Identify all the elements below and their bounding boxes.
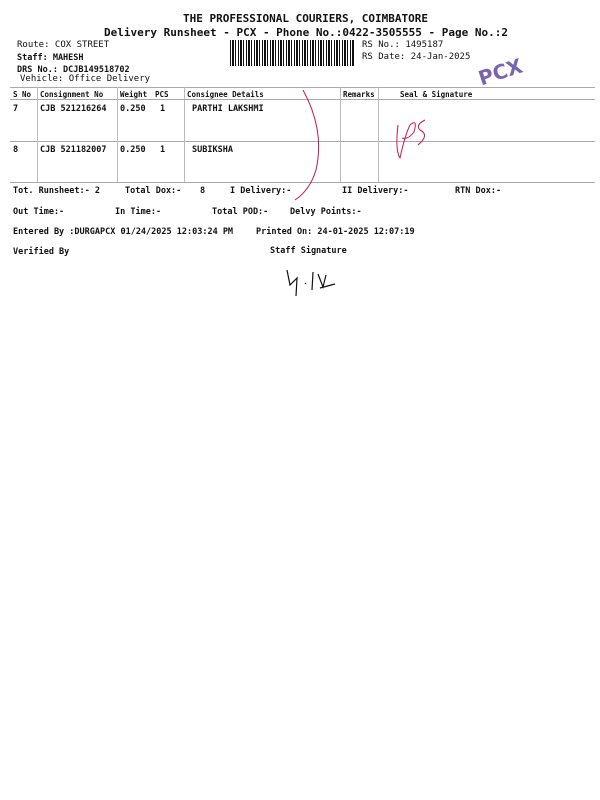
barcode xyxy=(230,40,355,66)
out-time: Out Time:- xyxy=(13,207,65,217)
row-pcs: 1 xyxy=(160,104,166,114)
col-divider xyxy=(37,87,38,182)
col-divider xyxy=(340,87,341,182)
col-sno: S No xyxy=(13,90,32,99)
recipient-signature xyxy=(396,119,426,160)
staff-signature-label: Staff Signature xyxy=(270,246,347,256)
table-bottom-line xyxy=(10,182,595,183)
col-divider xyxy=(117,87,118,182)
row-sno: 8 xyxy=(13,145,19,155)
verified-by: Verified By xyxy=(13,247,70,257)
in-time: In Time:- xyxy=(115,207,162,217)
total-dox-label: Total Dox:- xyxy=(125,186,182,196)
staff-signature-mark xyxy=(286,269,336,297)
rtn-dox: RTN Dox:- xyxy=(455,186,502,196)
table-top-line xyxy=(10,87,595,88)
i-delivery: I Delivery:- xyxy=(230,186,292,196)
col-remarks: Remarks xyxy=(343,90,375,99)
row-consignee: SUBIKSHA xyxy=(192,145,233,155)
row-line xyxy=(10,141,595,142)
row-weight: 0.250 xyxy=(120,145,146,155)
total-pod: Total POD:- xyxy=(212,207,269,217)
total-dox-value: 8 xyxy=(200,186,206,196)
row-pcs: 1 xyxy=(160,145,166,155)
document-subtitle: Delivery Runsheet - PCX - Phone No.:0422… xyxy=(104,26,508,39)
col-consignment: Consignment No xyxy=(40,90,104,99)
col-consignee: Consignee Details xyxy=(187,90,264,99)
row-sno: 7 xyxy=(13,104,19,114)
drs-no: DRS No.: DCJB149518702 xyxy=(17,65,130,75)
row-consignee: PARTHI LAKSHMI xyxy=(192,104,264,114)
col-divider xyxy=(184,87,185,182)
row-weight: 0.250 xyxy=(120,104,146,114)
row-consignment: CJB 521216264 xyxy=(40,104,107,114)
header-line xyxy=(10,99,595,100)
rs-date: RS Date: 24-Jan-2025 xyxy=(362,52,471,62)
printed-on: Printed On: 24-01-2025 12:07:19 xyxy=(256,227,415,237)
col-seal: Seal & Signature xyxy=(400,90,473,99)
row-consignment: CJB 521182007 xyxy=(40,145,107,155)
col-divider xyxy=(378,87,379,182)
delvy-points: Delvy Points:- xyxy=(290,207,362,217)
company-name: THE PROFESSIONAL COURIERS, COIMBATORE xyxy=(183,12,429,25)
tot-runsheet: Tot. Runsheet:- 2 xyxy=(13,186,100,196)
vehicle: Vehicle: Office Delivery xyxy=(20,74,151,84)
staff: Staff: MAHESH xyxy=(17,53,84,63)
col-weight: Weight xyxy=(120,90,148,99)
pen-stroke xyxy=(294,89,320,201)
entered-by: Entered By :DURGAPCX 01/24/2025 12:03:24… xyxy=(13,227,234,237)
route: Route: COX STREET xyxy=(17,40,110,50)
col-pcs: PCS xyxy=(155,90,169,99)
rs-no: RS No.: 1495187 xyxy=(362,40,444,50)
ii-delivery: II Delivery:- xyxy=(342,186,409,196)
